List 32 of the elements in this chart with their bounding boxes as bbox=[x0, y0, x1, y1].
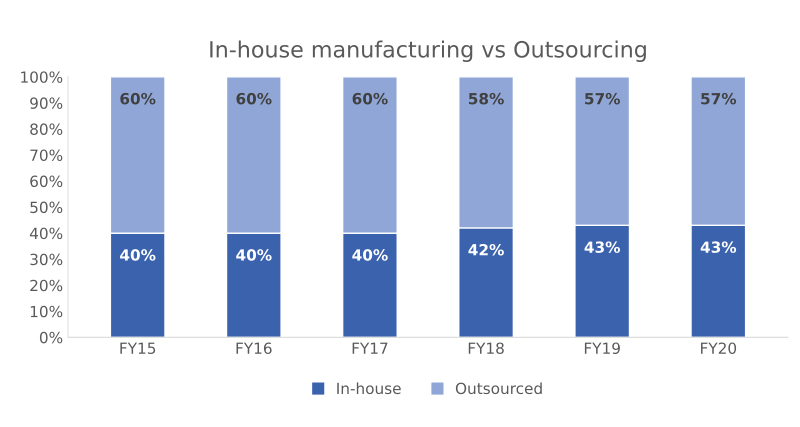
data-label: 43% bbox=[700, 241, 736, 253]
y-tick-label: 40% bbox=[30, 228, 62, 240]
legend-label: Outsourced bbox=[456, 382, 542, 394]
x-tick-label: FY17 bbox=[352, 342, 388, 354]
x-tick-label: FY16 bbox=[236, 342, 272, 354]
y-tick-label: 60% bbox=[30, 176, 62, 188]
y-tick-label: 80% bbox=[30, 123, 62, 135]
x-tick-label: FY18 bbox=[468, 342, 504, 354]
x-tick-label: FY15 bbox=[120, 342, 156, 354]
y-tick-label: 30% bbox=[30, 254, 62, 266]
data-label: 40% bbox=[236, 249, 272, 261]
data-label: 60% bbox=[120, 92, 156, 104]
data-label: 42% bbox=[468, 244, 504, 256]
y-tick-label: 90% bbox=[30, 97, 62, 109]
chart-title: In-house manufacturing vs Outsourcing bbox=[210, 40, 646, 62]
y-tick-label: 50% bbox=[30, 202, 62, 214]
data-label: 43% bbox=[584, 241, 620, 253]
y-tick-label: 10% bbox=[30, 306, 62, 318]
data-label: 57% bbox=[585, 92, 620, 104]
y-tick-label: 100% bbox=[21, 71, 62, 83]
data-label: 58% bbox=[468, 92, 504, 104]
x-tick-label: FY19 bbox=[584, 342, 620, 354]
data-label: 57% bbox=[701, 92, 736, 104]
data-label: 60% bbox=[352, 92, 388, 104]
legend-label: In-house bbox=[337, 382, 401, 394]
x-tick-label: FY20 bbox=[701, 342, 736, 354]
y-tick-label: 0% bbox=[40, 332, 62, 344]
data-label: 60% bbox=[236, 92, 272, 104]
data-label: 40% bbox=[120, 249, 156, 261]
y-tick-label: 20% bbox=[30, 280, 62, 292]
data-label: 40% bbox=[352, 249, 388, 261]
y-tick-label: 70% bbox=[30, 149, 62, 162]
